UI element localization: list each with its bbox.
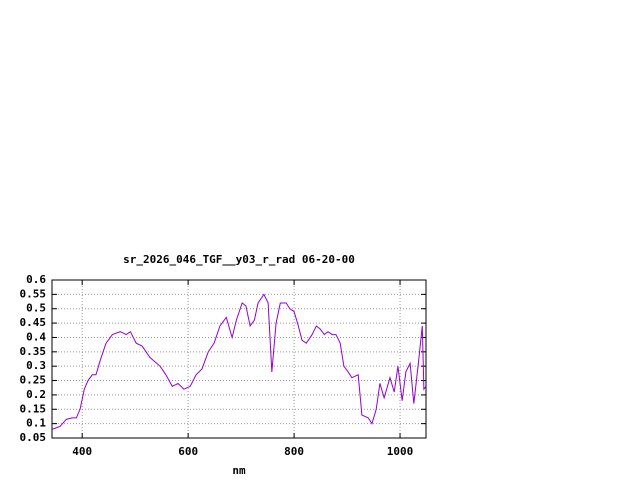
x-tick-label: 800 <box>284 445 304 458</box>
x-tick-label: 400 <box>72 445 92 458</box>
y-tick-label: 0.45 <box>20 316 47 329</box>
y-tick-label: 0.35 <box>20 345 47 358</box>
y-tick-label: 0.3 <box>26 359 46 372</box>
x-tick-label: 1000 <box>387 445 414 458</box>
data-line <box>51 293 427 430</box>
y-tick-label: 0.2 <box>26 388 46 401</box>
x-axis-label: nm <box>232 464 246 477</box>
y-tick-label: 0.25 <box>20 374 47 387</box>
y-tick-label: 0.4 <box>26 330 46 343</box>
plot-border <box>51 279 427 439</box>
y-tick-label: 0.5 <box>26 302 46 315</box>
y-tick-label: 0.05 <box>20 431 47 444</box>
chart-title: sr_2026_046_TGF__y03_r_rad 06-20-00 <box>123 253 355 266</box>
y-tick-label: 0.15 <box>20 402 47 415</box>
x-tick-label: 600 <box>178 445 198 458</box>
y-tick-label: 0.1 <box>26 417 46 430</box>
y-tick-label: 0.6 <box>26 273 46 286</box>
y-tick-label: 0.55 <box>20 287 47 300</box>
